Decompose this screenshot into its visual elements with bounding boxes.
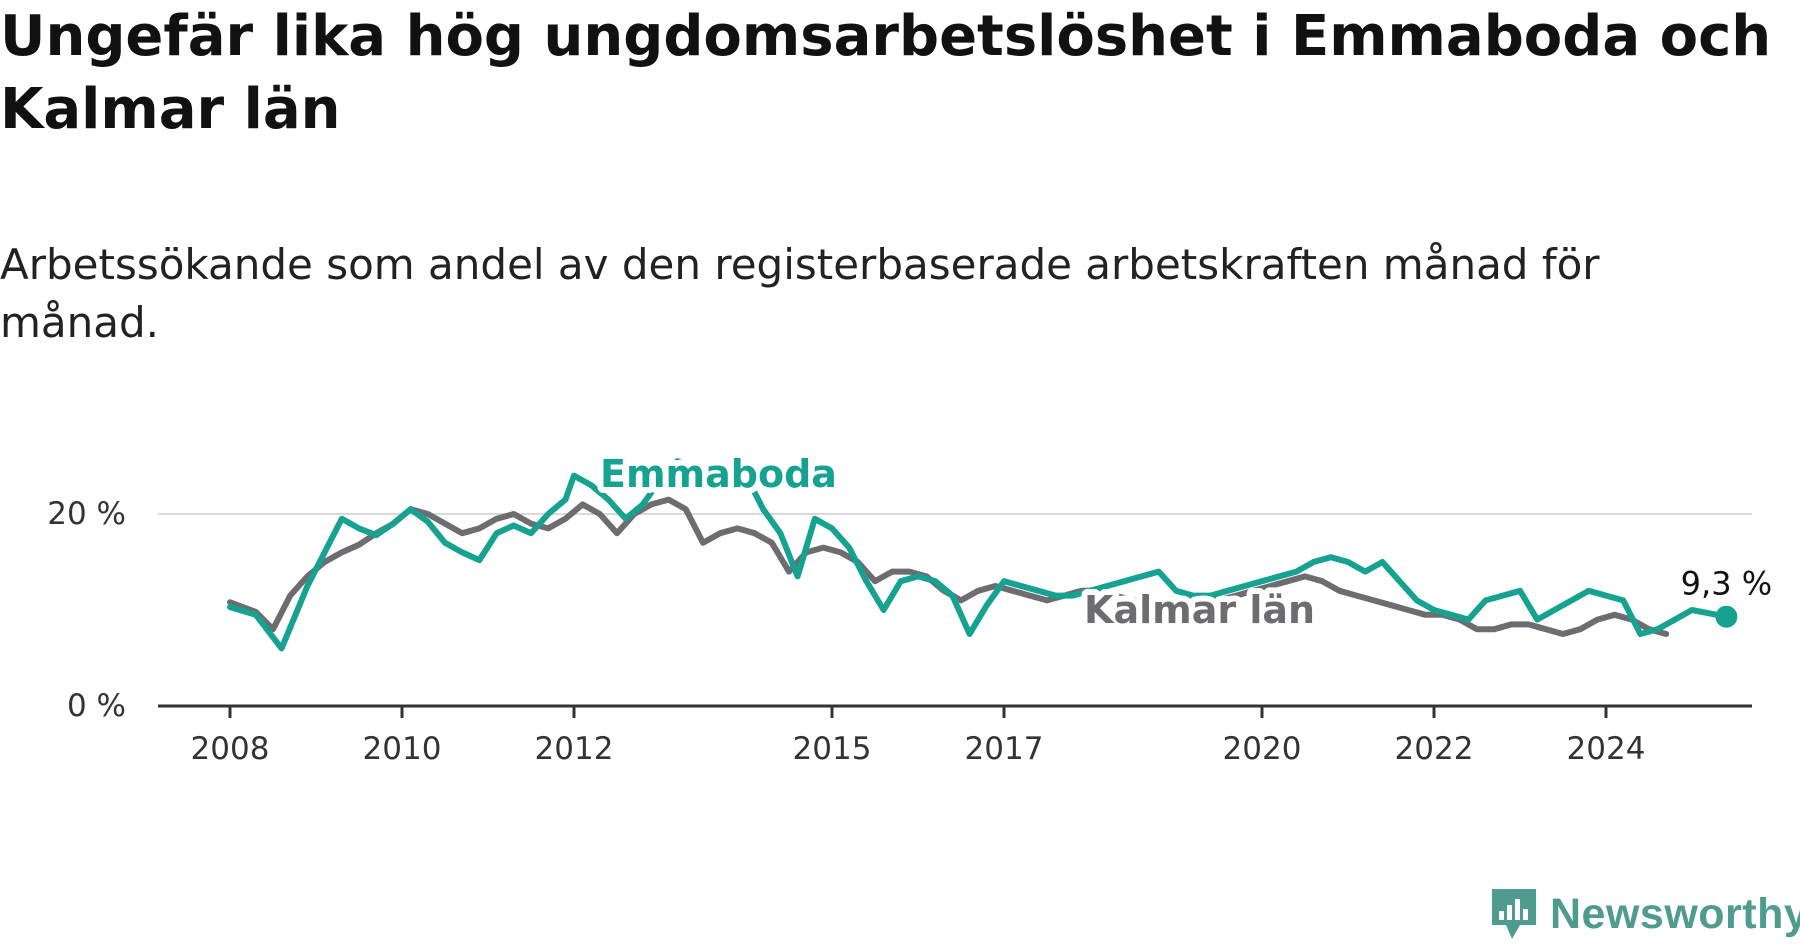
series-label-emmaboda: Emmaboda [600, 452, 837, 496]
brand-name: Newsworthy [1550, 889, 1800, 938]
series-label-emmaboda-halo: Emmaboda [600, 452, 837, 496]
newsworthy-logo-icon [1492, 889, 1536, 939]
x-tick-label: 2008 [191, 731, 270, 767]
series-label-kalmar-lan-halo: Kalmar län [1084, 588, 1315, 632]
x-tick-label: 2010 [363, 731, 442, 767]
chart-title: Ungefär lika hög ungdomsarbetslöshet i E… [0, 4, 1772, 142]
x-tick-label: 2012 [535, 731, 614, 767]
end-value-label: 9,3 % [1681, 565, 1772, 603]
y-tick-label: 20 % [47, 496, 126, 532]
series-label-kalmar-lan: Kalmar län [1084, 588, 1315, 632]
series-line-emmaboda [227, 458, 1730, 652]
x-tick-label: 2022 [1395, 731, 1474, 767]
newsworthy-brand[interactable]: Newsworthy [1488, 884, 1800, 944]
end-point-marker [1715, 605, 1738, 628]
x-tick-label: 2017 [965, 731, 1044, 767]
x-tick-label: 2015 [793, 731, 872, 767]
y-tick-label: 0 % [67, 688, 126, 724]
x-tick-label: 2024 [1567, 731, 1646, 767]
chart-subtitle: Arbetssökande som andel av den registerb… [0, 240, 1600, 347]
x-tick-label: 2020 [1223, 731, 1302, 767]
